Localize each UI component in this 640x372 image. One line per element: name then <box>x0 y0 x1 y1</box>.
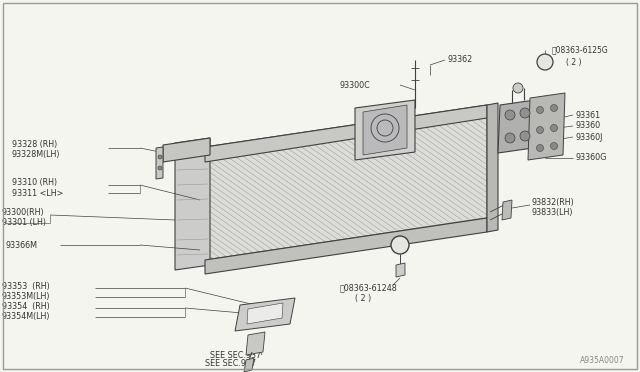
Polygon shape <box>235 298 295 331</box>
Text: 93360: 93360 <box>575 122 600 131</box>
Text: 93360G: 93360G <box>575 154 606 163</box>
Circle shape <box>505 133 515 143</box>
Text: 93832(RH): 93832(RH) <box>532 199 575 208</box>
Text: 93328 (RH): 93328 (RH) <box>12 141 57 150</box>
Text: ( 2 ): ( 2 ) <box>566 58 582 67</box>
Text: SEE SEC.937: SEE SEC.937 <box>205 359 256 369</box>
Circle shape <box>520 131 530 141</box>
Circle shape <box>550 105 557 112</box>
Text: 93362: 93362 <box>447 55 472 64</box>
Polygon shape <box>363 105 407 155</box>
Circle shape <box>505 110 515 120</box>
Polygon shape <box>528 93 565 160</box>
Text: Ⓝ08363-6125G: Ⓝ08363-6125G <box>552 45 609 55</box>
Circle shape <box>536 144 543 151</box>
Circle shape <box>513 83 523 93</box>
Text: ( 2 ): ( 2 ) <box>355 294 371 302</box>
Text: 93310 (RH): 93310 (RH) <box>12 179 57 187</box>
Polygon shape <box>244 358 254 372</box>
Text: 93301 (LH): 93301 (LH) <box>2 218 46 227</box>
Polygon shape <box>502 200 512 220</box>
Text: 93300(RH): 93300(RH) <box>2 208 45 217</box>
Text: 93366M: 93366M <box>5 241 37 250</box>
Circle shape <box>158 166 162 170</box>
Text: 93353  (RH): 93353 (RH) <box>2 282 50 291</box>
Text: 93300C: 93300C <box>340 80 371 90</box>
Circle shape <box>536 106 543 113</box>
Text: 93311 <LH>: 93311 <LH> <box>12 189 63 198</box>
Text: 93354  (RH): 93354 (RH) <box>2 301 50 311</box>
Circle shape <box>536 126 543 134</box>
Text: 93360J: 93360J <box>575 132 602 141</box>
Text: S: S <box>543 58 547 67</box>
Circle shape <box>550 142 557 150</box>
Polygon shape <box>163 138 210 162</box>
Circle shape <box>158 155 162 159</box>
Text: S: S <box>397 241 403 250</box>
Text: 93354M(LH): 93354M(LH) <box>2 311 51 321</box>
Text: A935A0007: A935A0007 <box>580 356 625 365</box>
Polygon shape <box>205 105 487 260</box>
Circle shape <box>537 54 553 70</box>
Circle shape <box>520 108 530 118</box>
Text: 93328M(LH): 93328M(LH) <box>12 151 61 160</box>
Polygon shape <box>205 105 487 162</box>
Text: 93353M(LH): 93353M(LH) <box>2 292 51 301</box>
Circle shape <box>550 125 557 131</box>
Polygon shape <box>205 218 487 274</box>
Text: 93833(LH): 93833(LH) <box>532 208 573 218</box>
Circle shape <box>391 236 409 254</box>
Polygon shape <box>247 303 283 324</box>
Polygon shape <box>175 138 210 270</box>
Polygon shape <box>246 332 265 355</box>
Polygon shape <box>396 263 405 277</box>
Polygon shape <box>355 100 415 160</box>
Text: 93361: 93361 <box>575 110 600 119</box>
Text: SEE SEC.937: SEE SEC.937 <box>210 350 261 359</box>
Text: Ⓝ08363-61248: Ⓝ08363-61248 <box>340 283 397 292</box>
Polygon shape <box>498 100 535 153</box>
Polygon shape <box>156 147 163 179</box>
Polygon shape <box>487 103 498 232</box>
